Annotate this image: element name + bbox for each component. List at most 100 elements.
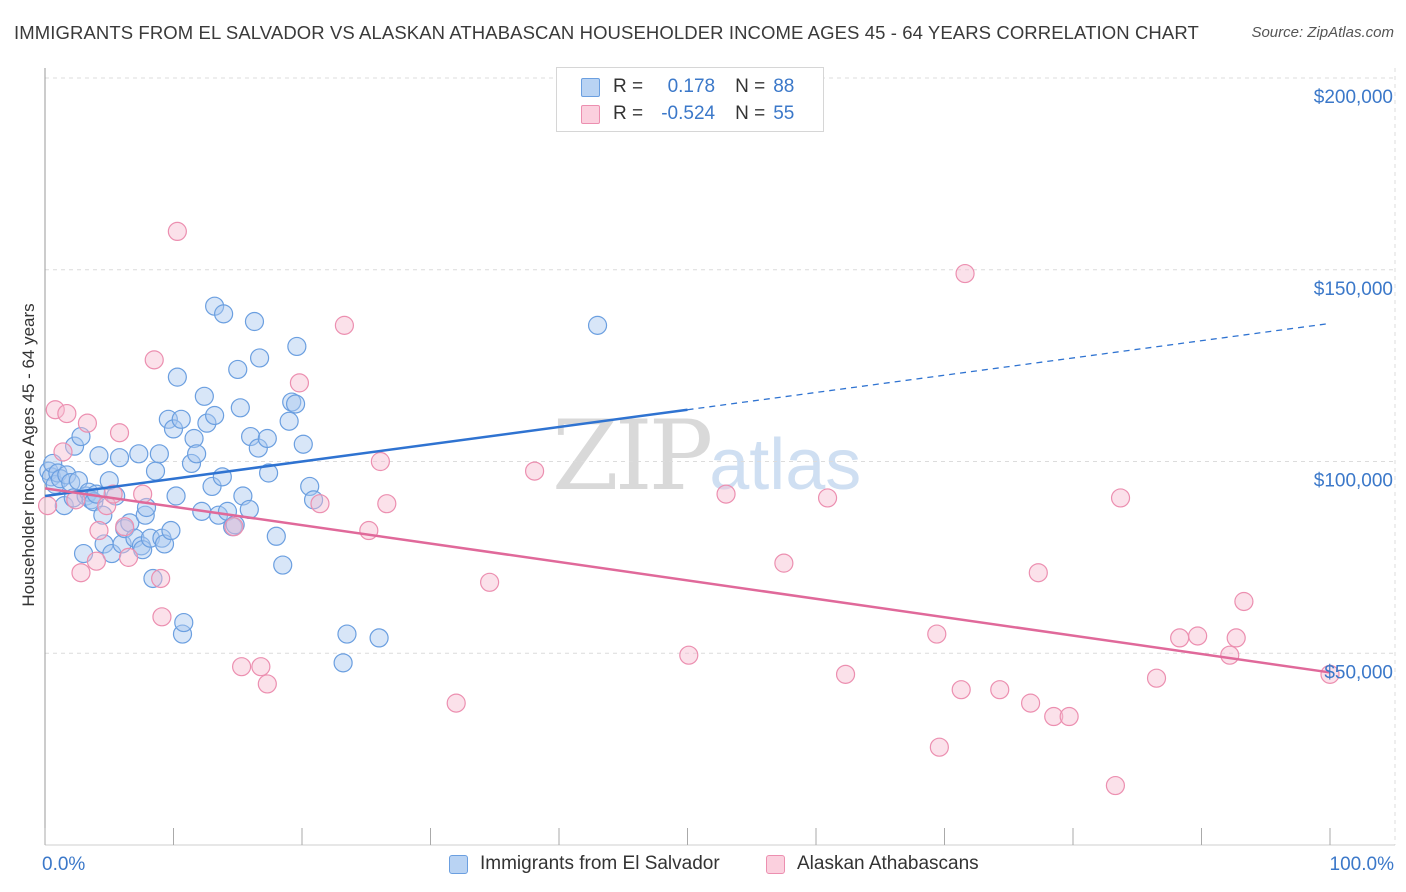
athabascan-point: [144, 350, 164, 370]
chart-title: IMMIGRANTS FROM EL SALVADOR VS ALASKAN A…: [14, 22, 1199, 43]
athabascan-point: [1020, 693, 1041, 713]
el-salvador-point: [166, 486, 186, 506]
el-salvador-point: [241, 426, 261, 447]
el-salvador-point: [273, 555, 293, 575]
el-salvador-point: [279, 411, 299, 431]
el-salvador-point: [89, 446, 109, 466]
el-salvador-point: [93, 505, 113, 525]
y-tick-label: $100,000: [1314, 471, 1393, 492]
athabascan-point: [955, 263, 975, 284]
athabascan-point: [109, 423, 130, 443]
athabascan-point: [716, 484, 736, 504]
athabascan-point: [37, 496, 58, 516]
source-credit: Source: ZipAtlas.com: [1251, 24, 1394, 41]
athabascan-point: [446, 693, 466, 713]
el-salvador-trend-line: [44, 408, 688, 498]
watermark: ZIPatlas: [552, 400, 861, 512]
el-salvador-point: [258, 463, 279, 483]
bottom-legend-athabascan: Alaskan Athabascans: [766, 850, 979, 878]
legend-row-pink: R = -0.524 N = 55: [581, 101, 794, 127]
el-salvador-point: [149, 444, 169, 464]
el-salvador-point: [181, 453, 202, 474]
legend-n-label: N =: [735, 76, 766, 97]
athabascan-point: [1105, 775, 1126, 796]
el-salvador-point: [120, 513, 140, 533]
el-salvador-point: [587, 315, 608, 335]
x-tick-label: 100.0%: [1330, 854, 1395, 875]
athabascan-point: [152, 607, 172, 627]
athabascan-point: [929, 737, 949, 757]
x-tick-label: 0.0%: [42, 854, 85, 875]
bottom-legend-label: Alaskan Athabascans: [797, 853, 979, 874]
athabascan-point: [151, 568, 171, 589]
athabascan-point: [89, 520, 109, 541]
athabascan-point: [57, 403, 77, 424]
athabascan-point: [1044, 706, 1064, 727]
athabascan-point: [1146, 668, 1167, 688]
athabascan-point: [118, 547, 139, 567]
athabascan-point: [224, 517, 244, 537]
el-salvador-point: [145, 461, 166, 481]
el-salvador-point: [266, 526, 286, 546]
el-salvador-point: [109, 448, 130, 468]
athabascan-point: [167, 221, 187, 241]
el-salvador-point: [214, 304, 234, 324]
el-salvador-point: [187, 444, 207, 464]
series-athabascan-points: [37, 221, 1340, 796]
y-tick-label: $200,000: [1314, 87, 1393, 108]
athabascan-point: [86, 551, 107, 571]
el-salvador-point: [244, 311, 265, 332]
athabascan-point: [53, 442, 73, 462]
el-salvador-point: [140, 528, 160, 548]
el-salvador-point: [230, 398, 250, 418]
athabascan-point: [289, 373, 310, 393]
legend-n-label: N =: [735, 103, 766, 124]
el-salvador-point: [184, 428, 204, 449]
y-tick-label: $50,000: [1324, 662, 1393, 683]
el-salvador-point: [161, 520, 181, 541]
athabascan-point: [71, 563, 91, 583]
el-salvador-point: [285, 394, 306, 414]
athabascan-point: [377, 494, 397, 514]
legend-swatch-pink: [581, 104, 600, 124]
athabascan-point: [257, 674, 277, 694]
athabascan-point: [251, 657, 271, 677]
el-salvador-point: [194, 386, 214, 406]
bottom-legend-swatch-pink: [766, 854, 785, 874]
el-salvador-point: [129, 444, 149, 464]
athabascan-point: [334, 315, 355, 335]
el-salvador-point: [249, 348, 270, 368]
el-salvador-point: [202, 476, 222, 497]
athabascan-point: [774, 553, 794, 573]
athabascan-point: [232, 657, 252, 677]
el-salvador-point: [197, 413, 217, 433]
athabascan-point: [679, 645, 699, 665]
bottom-legend-el-salvador: Immigrants from El Salvador: [449, 850, 720, 878]
correlation-legend: R = 0.178 N = 88 R = -0.524 N = 55: [556, 67, 824, 132]
el-salvador-point: [287, 336, 307, 357]
athabascan-point: [1320, 664, 1340, 684]
trend-lines: [44, 322, 1331, 674]
athabascan-point: [310, 494, 330, 514]
el-salvador-point: [135, 505, 155, 525]
athabascan-point: [1028, 563, 1048, 583]
el-salvador-point: [163, 419, 184, 439]
athabascan-point: [1226, 628, 1246, 648]
legend-row-blue: R = 0.178 N = 88: [581, 74, 794, 100]
legend-n-value: 88: [773, 76, 795, 97]
legend-r-value: -0.524: [661, 103, 716, 124]
grid-lines: [45, 68, 1396, 845]
athabascan-point: [1170, 628, 1190, 648]
el-salvador-point: [337, 624, 357, 644]
el-salvador-point: [205, 405, 225, 426]
athabascan-point: [835, 664, 856, 684]
athabascan-point: [951, 680, 971, 700]
el-salvador-point: [333, 653, 353, 673]
el-salvador-point: [228, 359, 248, 380]
athabascan-trend-line: [44, 487, 1331, 674]
y-axis-title: Householder Income Ages 45 - 64 years: [19, 303, 38, 606]
el-salvador-point: [143, 568, 163, 589]
athabascan-point: [45, 400, 65, 420]
athabascan-point: [1188, 626, 1208, 646]
el-salvador-point: [257, 428, 277, 449]
